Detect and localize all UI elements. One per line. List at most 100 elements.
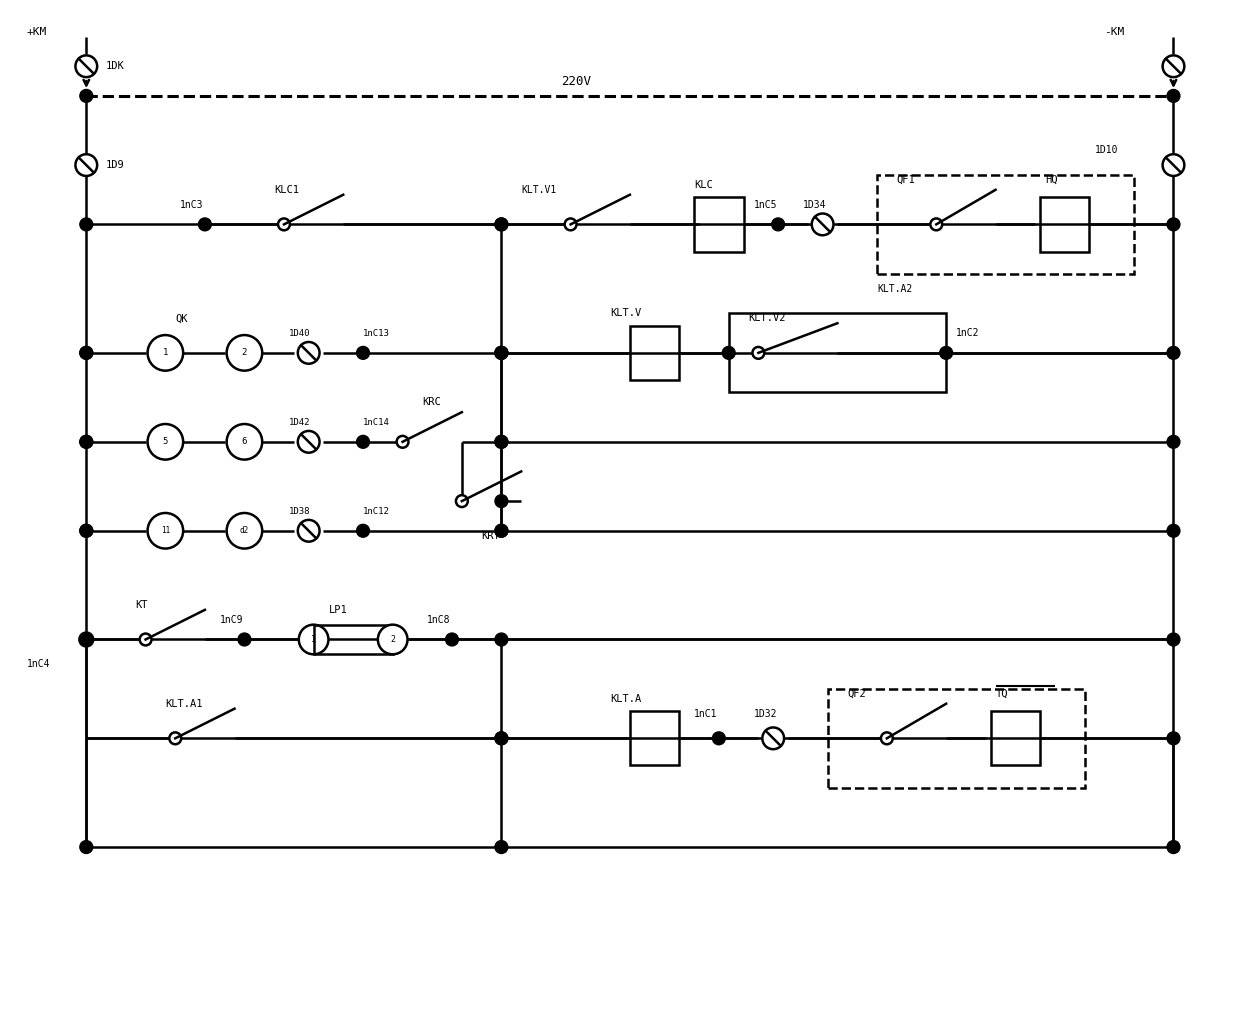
Text: QF1: QF1 [897, 175, 915, 185]
Text: QF2: QF2 [847, 689, 866, 699]
Bar [877, 175, 1133, 274]
Text: 1nC2: 1nC2 [956, 328, 980, 338]
Text: 1nC13: 1nC13 [363, 329, 389, 337]
Circle shape [456, 496, 467, 507]
Circle shape [753, 346, 764, 359]
Circle shape [495, 841, 508, 853]
Text: 2: 2 [242, 349, 247, 358]
Text: 1nC8: 1nC8 [428, 614, 451, 624]
Bar [1040, 197, 1090, 251]
Text: 2: 2 [391, 635, 396, 644]
Text: 1nC4: 1nC4 [27, 659, 51, 669]
Circle shape [495, 435, 508, 449]
Circle shape [76, 55, 97, 77]
Circle shape [397, 436, 408, 448]
Circle shape [564, 219, 577, 230]
Text: KLT.A2: KLT.A2 [877, 284, 913, 293]
Text: -KM: -KM [1105, 27, 1125, 37]
Circle shape [79, 524, 93, 538]
Circle shape [227, 513, 262, 549]
Circle shape [1167, 633, 1180, 646]
Circle shape [79, 633, 93, 646]
Circle shape [880, 733, 893, 744]
Circle shape [357, 346, 370, 360]
Circle shape [278, 219, 290, 230]
Text: KLT.A: KLT.A [610, 694, 641, 704]
Circle shape [79, 435, 93, 449]
Text: KLT.A1: KLT.A1 [165, 699, 203, 708]
Bar [630, 711, 680, 765]
Circle shape [79, 90, 93, 102]
Text: 1nC14: 1nC14 [363, 418, 389, 426]
Circle shape [79, 435, 93, 449]
Circle shape [298, 431, 320, 453]
Circle shape [1167, 732, 1180, 745]
Circle shape [445, 633, 459, 646]
Text: 1: 1 [311, 635, 316, 644]
Text: 6: 6 [242, 437, 247, 447]
Circle shape [170, 733, 181, 744]
Circle shape [140, 634, 151, 646]
Circle shape [495, 435, 508, 449]
Text: 1nC5: 1nC5 [754, 199, 777, 210]
Bar [694, 197, 744, 251]
Bar [729, 314, 946, 392]
Text: KT: KT [135, 600, 149, 610]
Circle shape [495, 524, 508, 538]
Circle shape [238, 633, 250, 646]
Circle shape [1167, 218, 1180, 231]
Circle shape [79, 841, 93, 853]
Circle shape [771, 218, 785, 231]
Text: KLT.V: KLT.V [610, 309, 641, 318]
Circle shape [1167, 90, 1180, 102]
Circle shape [148, 335, 184, 371]
Bar [314, 624, 393, 654]
Bar [630, 326, 680, 380]
Text: 1: 1 [162, 349, 169, 358]
Text: d2: d2 [239, 526, 249, 536]
Circle shape [79, 524, 93, 538]
Circle shape [76, 154, 97, 176]
Circle shape [1163, 154, 1184, 176]
Circle shape [378, 624, 408, 654]
Circle shape [495, 346, 508, 360]
Text: 1DK: 1DK [107, 61, 125, 72]
Text: 220V: 220V [560, 75, 590, 88]
Bar [827, 689, 1085, 788]
Circle shape [148, 424, 184, 460]
Circle shape [495, 218, 508, 231]
Text: 1D10: 1D10 [1095, 145, 1118, 155]
Text: 1D34: 1D34 [802, 199, 826, 210]
Circle shape [495, 218, 508, 231]
Text: 1D9: 1D9 [107, 160, 125, 170]
Circle shape [1167, 346, 1180, 360]
Circle shape [1167, 841, 1180, 853]
Text: 5: 5 [162, 437, 169, 447]
Circle shape [495, 633, 508, 646]
Circle shape [495, 524, 508, 538]
Text: 1nC3: 1nC3 [180, 199, 203, 210]
Circle shape [357, 435, 370, 449]
Circle shape [495, 346, 508, 360]
Circle shape [495, 732, 508, 745]
Circle shape [763, 728, 784, 749]
Text: KRT: KRT [481, 530, 501, 541]
Circle shape [298, 520, 320, 542]
Circle shape [227, 335, 262, 371]
Circle shape [198, 218, 211, 231]
Text: HQ: HQ [1045, 175, 1058, 185]
Text: KLT.V2: KLT.V2 [749, 314, 786, 323]
Circle shape [79, 218, 93, 231]
Text: QK: QK [175, 314, 187, 323]
Circle shape [930, 219, 942, 230]
Circle shape [1163, 55, 1184, 77]
Text: KLC: KLC [694, 180, 713, 190]
Circle shape [79, 346, 93, 360]
Circle shape [79, 346, 93, 360]
Bar [991, 711, 1040, 765]
Circle shape [79, 633, 93, 646]
Text: KLT.V1: KLT.V1 [521, 185, 557, 195]
Text: 1D40: 1D40 [289, 329, 310, 337]
Text: 1nC9: 1nC9 [219, 614, 243, 624]
Circle shape [357, 524, 370, 538]
